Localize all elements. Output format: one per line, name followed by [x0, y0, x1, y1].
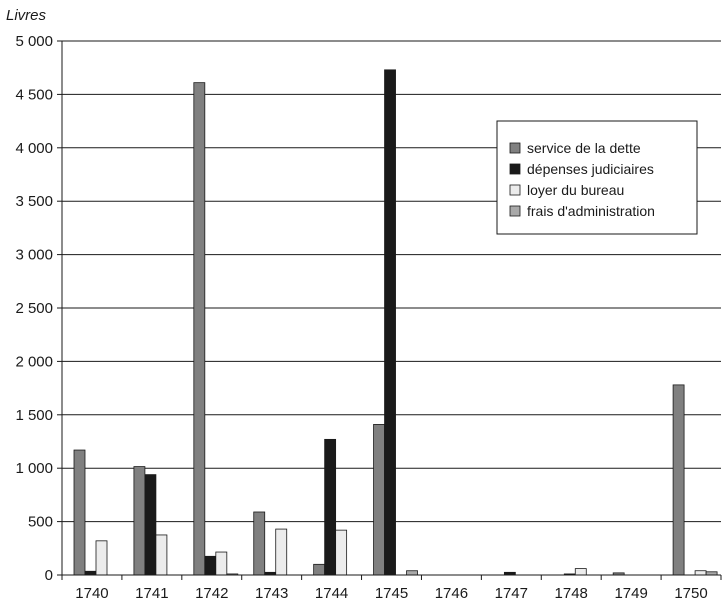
bar [144, 474, 157, 576]
x-tick-label: 1744 [315, 585, 348, 602]
bar [672, 384, 685, 576]
legend-entry: service de la dette [527, 140, 641, 156]
x-tick-label: 1741 [135, 585, 168, 602]
x-tick-label: 1750 [674, 585, 707, 602]
bar [373, 424, 385, 576]
bar [84, 570, 97, 576]
x-tick-label: 1745 [375, 585, 408, 602]
bar [574, 568, 587, 576]
y-tick-label: 3 500 [15, 193, 53, 210]
bar [133, 466, 146, 576]
bar [324, 438, 337, 576]
x-tick-label: 1749 [614, 585, 647, 602]
bar [335, 529, 348, 576]
legend-entry: frais d'administration [527, 203, 655, 219]
y-tick-label: 0 [45, 567, 53, 584]
bar [193, 82, 206, 576]
legend-entry: dépenses judiciaires [527, 161, 654, 177]
legend-entry: loyer du bureau [527, 182, 624, 198]
x-tick-label: 1747 [495, 585, 528, 602]
legend-swatch [509, 163, 521, 175]
bar [694, 570, 707, 576]
bars [73, 69, 718, 576]
y-tick-label: 500 [28, 514, 53, 531]
axes [61, 41, 721, 576]
bar [204, 555, 217, 576]
legend-swatch [509, 142, 521, 154]
x-tick-label: 1743 [255, 585, 288, 602]
y-tick-label: 3 000 [15, 247, 53, 264]
y-tick-label: 4 500 [15, 86, 53, 103]
legend-swatch [509, 205, 521, 217]
y-tick-label: 1 500 [15, 407, 53, 424]
bar [73, 449, 86, 576]
bar [313, 563, 326, 576]
bar [215, 551, 228, 576]
legend: service de la dette dépenses judiciaires l… [496, 120, 698, 235]
bar [384, 69, 396, 576]
legend-box [496, 120, 698, 235]
x-tick-label: 1742 [195, 585, 228, 602]
bar [253, 511, 266, 576]
x-tick-label: 1746 [435, 585, 468, 602]
bar [155, 534, 168, 576]
bar [406, 570, 418, 576]
bar [275, 528, 288, 576]
y-tick-label: 5 000 [15, 33, 53, 50]
x-tick-label: 1748 [555, 585, 588, 602]
y-tick-label: 2 000 [15, 353, 53, 370]
x-tick-label: 1740 [75, 585, 108, 602]
legend-swatch [509, 184, 521, 196]
y-tick-label: 4 000 [15, 140, 53, 157]
x-axis-ticks: 1740 1741 1742 1743 1744 1745 1746 1747 1748 1749… [61, 575, 722, 602]
y-axis-label: Livres [6, 7, 47, 24]
y-axis-ticks: 0 500 1 000 1 500 2 000 2 500 3 000 3 500 4 000 4… [15, 33, 62, 584]
y-tick-label: 2 500 [15, 300, 53, 317]
bar [95, 540, 108, 576]
y-tick-label: 1 000 [15, 460, 53, 477]
